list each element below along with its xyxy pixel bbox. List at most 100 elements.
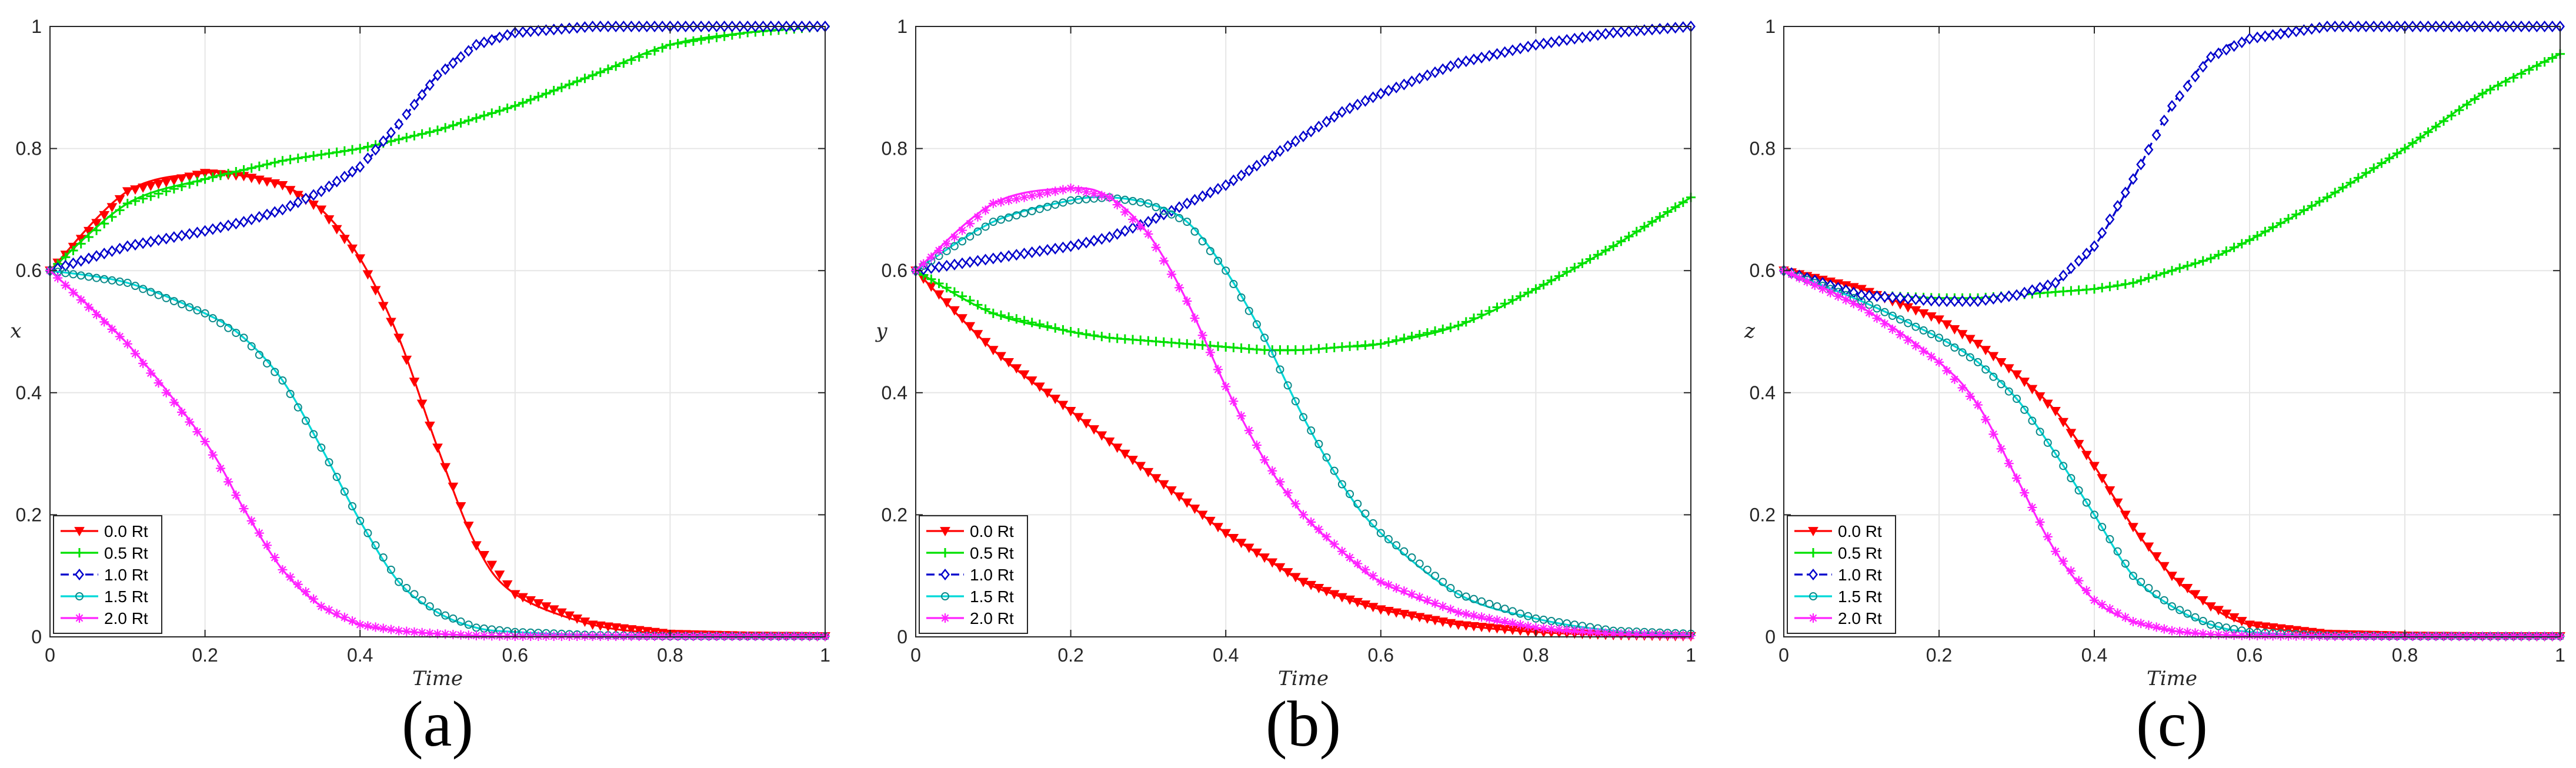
data-point [208,223,218,235]
data-point [942,259,952,272]
data-point [232,329,241,338]
data-point [1957,383,1967,393]
data-point [1399,610,1410,620]
data-point [378,623,388,633]
data-point [988,252,998,265]
data-point [339,171,349,183]
data-point [2105,282,2115,292]
data-point [2183,261,2193,271]
data-point [2330,188,2340,198]
data-point [1329,590,1340,600]
data-point [2345,178,2355,188]
data-point [1484,613,1494,623]
data-point [2283,26,2294,39]
data-point [2462,99,2472,109]
data-point [456,617,465,626]
data-point [255,350,263,359]
data-point [2260,226,2270,236]
data-point [2408,631,2418,641]
data-point [1446,583,1455,592]
data-point [2353,173,2363,183]
data-point [1345,553,1355,563]
data-point [301,152,311,162]
data-point [456,51,466,63]
data-point [309,430,318,439]
data-point [293,579,303,589]
data-point [2485,85,2495,95]
data-point [2244,620,2255,630]
data-point [425,79,435,91]
data-point [965,322,976,332]
data-point [262,540,272,550]
data-point [1322,532,1332,542]
data-point [270,158,280,168]
y-tick-label: 0 [1765,626,1776,647]
data-point [988,308,998,318]
data-point [432,69,443,82]
data-point [1050,186,1060,196]
data-point [1089,189,1099,199]
data-point [1213,365,1223,375]
data-point [441,629,451,639]
data-point [2097,599,2107,609]
data-point [1609,629,1619,639]
data-point [2042,399,2053,409]
data-point [486,560,498,570]
data-point [115,242,125,255]
data-point [316,149,326,159]
data-point [1143,468,1154,478]
data-point [2501,631,2511,641]
data-point [1492,615,1502,625]
data-point [1166,486,1177,496]
data-point [1019,316,1029,326]
data-point [965,219,975,229]
data-point [1174,492,1184,502]
data-point [285,155,295,165]
data-point [184,172,195,182]
data-point [2090,284,2099,294]
data-point [980,338,991,348]
data-point [2004,290,2014,302]
data-point [1965,295,1975,308]
data-point [2135,532,2147,542]
data-point [2547,53,2557,63]
data-point [549,631,559,641]
data-point [363,529,372,537]
data-point [1329,539,1339,549]
data-point [989,218,997,226]
legend: 0.0 Rt 0.5 Rt 1.0 Rt 1.5 Rt 2.0 Rt [53,515,162,634]
plot-area [50,26,825,637]
data-point [449,614,458,623]
data-point [417,627,427,637]
data-point [402,132,412,142]
data-point [309,151,319,161]
data-point [1360,95,1370,107]
data-point [1392,335,1402,345]
data-point [973,300,983,310]
data-point [1539,280,1549,290]
data-point [1516,620,1526,630]
data-point [2237,36,2247,48]
data-point [673,39,683,49]
legend: 0.0 Rt 0.5 Rt 1.0 Rt 1.5 Rt 2.0 Rt [919,515,1028,634]
data-point [650,631,660,641]
data-point [919,259,929,269]
data-point [1174,201,1184,213]
data-point [1453,320,1463,330]
data-point [1260,333,1269,342]
data-point [2043,279,2053,292]
data-point [1120,449,1130,459]
data-point [61,281,71,290]
x-axis-label: Time [2147,667,2197,690]
legend-marker [74,527,85,537]
data-point [1934,357,1944,367]
data-point [92,225,102,235]
data-point [1539,615,1548,624]
data-point [106,203,118,213]
data-point [185,228,195,240]
data-point [463,522,474,532]
data-point [1182,296,1192,306]
data-point [1252,159,1262,172]
data-point [479,631,489,641]
